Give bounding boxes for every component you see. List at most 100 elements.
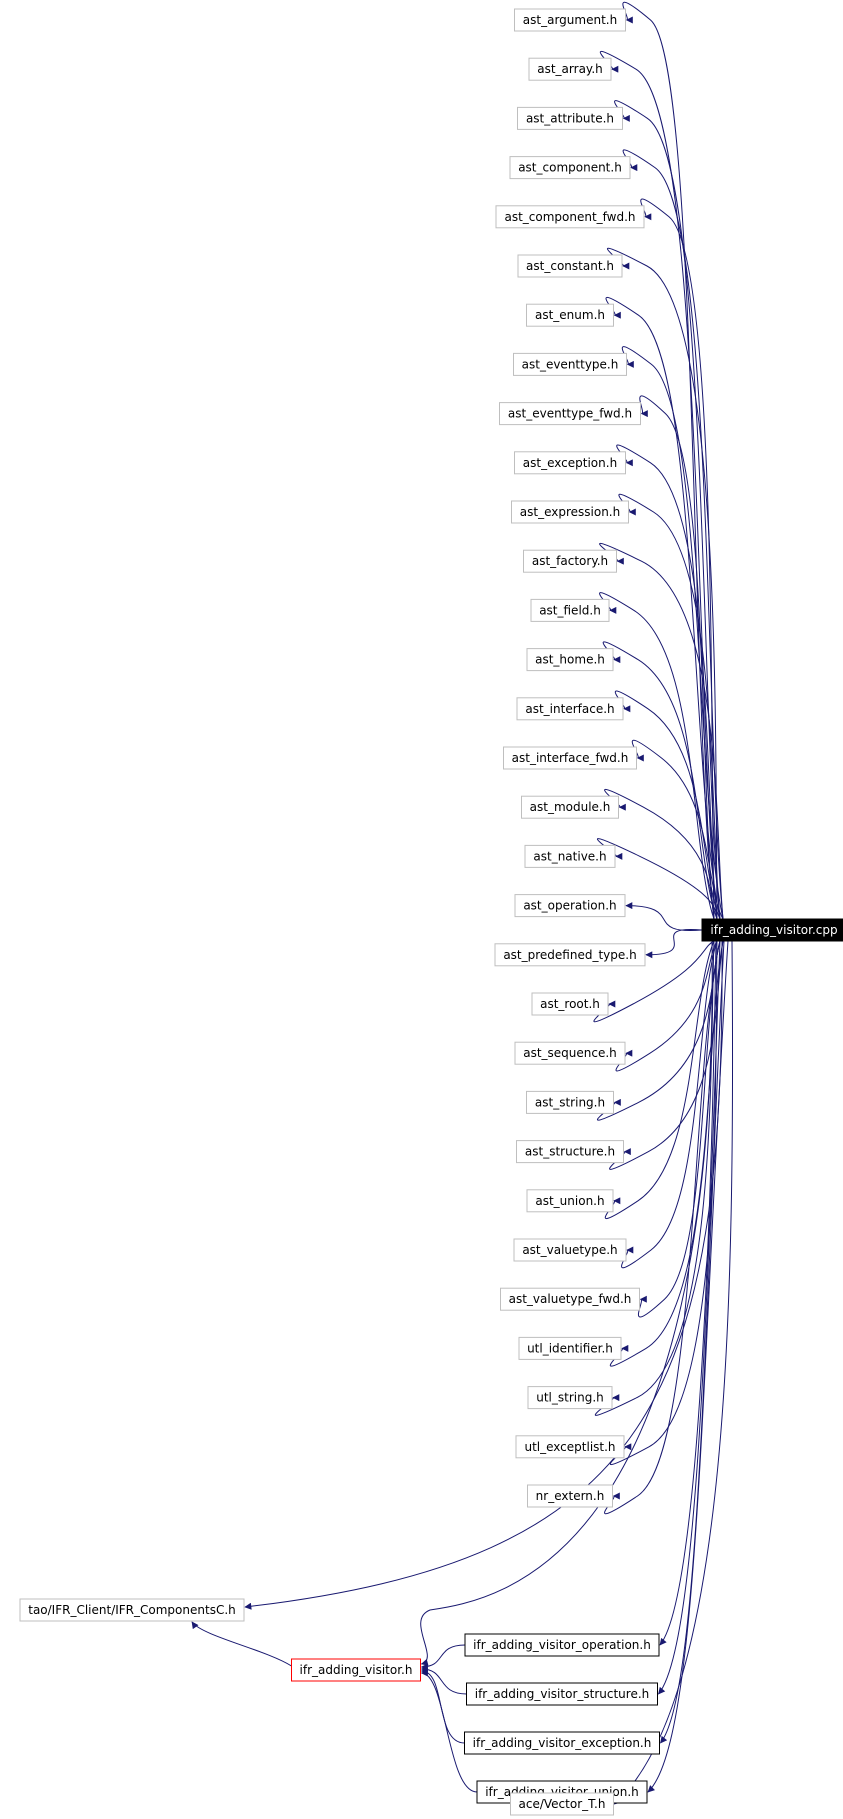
node-ast-home-h[interactable]: ast_home.h (526, 648, 614, 672)
node-box (510, 1792, 614, 1816)
node-box (524, 844, 616, 868)
node-ast-native-h[interactable]: ast_native.h (524, 844, 616, 868)
node-box (530, 598, 610, 622)
node-label: ast_constant.h (526, 259, 614, 273)
node-label: utl_identifier.h (527, 1341, 613, 1355)
edge-ifr-adding-visitor-exception-h-to-visitor-header (420, 1667, 465, 1744)
node-label: utl_string.h (536, 1391, 604, 1405)
node-box (511, 500, 629, 524)
node-ast-enum-h[interactable]: ast_enum.h (526, 303, 614, 327)
node-nr-extern-h[interactable]: nr_extern.h (527, 1484, 613, 1508)
edge-cpp-to-ast-operation-h (625, 902, 703, 932)
node-label: ifr_adding_visitor_exception.h (473, 1736, 652, 1750)
node-label: ast_structure.h (525, 1145, 615, 1159)
node-box (514, 8, 626, 32)
node-ifr-adding-visitor-operation-h[interactable]: ifr_adding_visitor_operation.h (464, 1633, 660, 1657)
node-ifr-adding-visitor-structure-h[interactable]: ifr_adding_visitor_structure.h (466, 1682, 658, 1706)
node-utl-exceptlist-h[interactable]: utl_exceptlist.h (515, 1435, 625, 1459)
node-label: ast_enum.h (535, 308, 605, 322)
node-ast-exception-h[interactable]: ast_exception.h (514, 451, 626, 475)
node-ast-operation-h[interactable]: ast_operation.h (514, 894, 626, 918)
node-label: ast_array.h (537, 62, 602, 76)
node-label: ast_native.h (533, 849, 606, 863)
node-label: ast_expression.h (520, 505, 620, 519)
edge-ifr-adding-visitor-union-h-to-visitor-header (420, 1669, 478, 1793)
node-label: ast_component.h (518, 161, 622, 175)
node-ast-sequence-h[interactable]: ast_sequence.h (514, 1041, 626, 1065)
node-ast-string-h[interactable]: ast_string.h (526, 1090, 614, 1114)
node-ast-component-fwd-h[interactable]: ast_component_fwd.h (495, 205, 645, 229)
edge-cpp-to-ast-field-h (599, 592, 715, 920)
node-label: ast_sequence.h (523, 1046, 617, 1060)
node-ast-factory-h[interactable]: ast_factory.h (523, 549, 617, 573)
node-ast-field-h[interactable]: ast_field.h (530, 598, 610, 622)
node-ast-union-h[interactable]: ast_union.h (526, 1189, 614, 1213)
node-box (499, 402, 641, 426)
node-label: ast_predefined_type.h (503, 948, 636, 962)
node-label: ifr_adding_visitor_operation.h (473, 1638, 651, 1652)
node-ast-component-h[interactable]: ast_component.h (509, 156, 631, 180)
node-tao-ifr-client-ifr-componentsc-h[interactable]: tao/IFR_Client/IFR_ComponentsC.h (19, 1598, 245, 1622)
node-box (527, 1386, 613, 1410)
node-label: ifr_adding_visitor.h (300, 1663, 413, 1677)
node-label: ast_eventtype.h (522, 357, 619, 371)
edge-cpp-to-ast-eventtype-h (621, 346, 724, 920)
node-ast-interface-h[interactable]: ast_interface.h (516, 697, 624, 721)
node-ast-array-h[interactable]: ast_array.h (528, 57, 612, 81)
node-utl-string-h[interactable]: utl_string.h (527, 1386, 613, 1410)
edge-cpp-to-ast-expression-h (618, 493, 721, 920)
node-box (521, 795, 619, 819)
node-box (291, 1658, 421, 1682)
node-box (495, 205, 645, 229)
node-ast-root-h[interactable]: ast_root.h (531, 992, 609, 1016)
node-ast-eventtype-fwd-h[interactable]: ast_eventtype_fwd.h (499, 402, 641, 426)
node-label: ast_interface_fwd.h (512, 751, 629, 765)
node-ifr-adding-visitor-h[interactable]: ifr_adding_visitor.h (291, 1658, 421, 1682)
node-ast-module-h[interactable]: ast_module.h (521, 795, 619, 819)
node-box (526, 648, 614, 672)
node-box (500, 1287, 640, 1311)
edge-ifr-adding-visitor-operation-h-to-visitor-header (420, 1644, 466, 1671)
node-ast-attribute-h[interactable]: ast_attribute.h (517, 106, 623, 130)
edge-visitor-header-to-tao (191, 1621, 292, 1667)
node-label: ast_exception.h (523, 456, 617, 470)
edge-ifr-adding-visitor-structure-h-to-visitor-header (420, 1665, 467, 1695)
node-ast-interface-fwd-h[interactable]: ast_interface_fwd.h (503, 746, 637, 770)
node-ast-expression-h[interactable]: ast_expression.h (511, 500, 629, 524)
nodes-layer: ast_argument.h ast_array.h ast_attribute.h… (19, 8, 843, 1816)
edge-cpp-to-tao (244, 940, 723, 1610)
node-ace-vector-t-h[interactable]: ace/Vector_T.h (510, 1792, 614, 1816)
node-box (514, 1041, 626, 1065)
node-label: ast_valuetype.h (522, 1243, 617, 1257)
node-ast-valuetype-fwd-h[interactable]: ast_valuetype_fwd.h (500, 1287, 640, 1311)
node-box (466, 1682, 658, 1706)
node-label: ifr_adding_visitor.cpp (710, 923, 837, 937)
node-box (516, 697, 624, 721)
node-ast-argument-h[interactable]: ast_argument.h (514, 8, 626, 32)
node-box (701, 918, 843, 942)
edge-cpp-to-ifr-adding-visitor-operation-h (659, 940, 717, 1646)
node-box (19, 1598, 245, 1622)
node-label: ast_union.h (535, 1194, 604, 1208)
node-box (518, 1336, 622, 1360)
node-label: ast_home.h (535, 653, 605, 667)
edge-cpp-to-utl-identifier-h (609, 940, 724, 1367)
node-box (513, 352, 627, 376)
node-utl-identifier-h[interactable]: utl_identifier.h (518, 1336, 622, 1360)
edge-cpp-to-utl-string-h (594, 940, 715, 1416)
node-box (526, 1189, 614, 1213)
node-box (528, 57, 612, 81)
node-ifr-adding-visitor-cpp[interactable]: ifr_adding_visitor.cpp (701, 918, 843, 942)
node-ast-eventtype-h[interactable]: ast_eventtype.h (513, 352, 627, 376)
node-ast-constant-h[interactable]: ast_constant.h (517, 254, 623, 278)
node-ifr-adding-visitor-exception-h[interactable]: ifr_adding_visitor_exception.h (464, 1731, 660, 1755)
node-box (514, 894, 626, 918)
node-ast-predefined-type-h[interactable]: ast_predefined_type.h (494, 943, 646, 967)
node-box (509, 156, 631, 180)
edge-cpp-to-ast-component-h (622, 149, 724, 920)
node-ast-structure-h[interactable]: ast_structure.h (516, 1140, 624, 1164)
node-box (517, 254, 623, 278)
node-label: ast_argument.h (523, 13, 617, 27)
node-ast-valuetype-h[interactable]: ast_valuetype.h (513, 1238, 627, 1262)
